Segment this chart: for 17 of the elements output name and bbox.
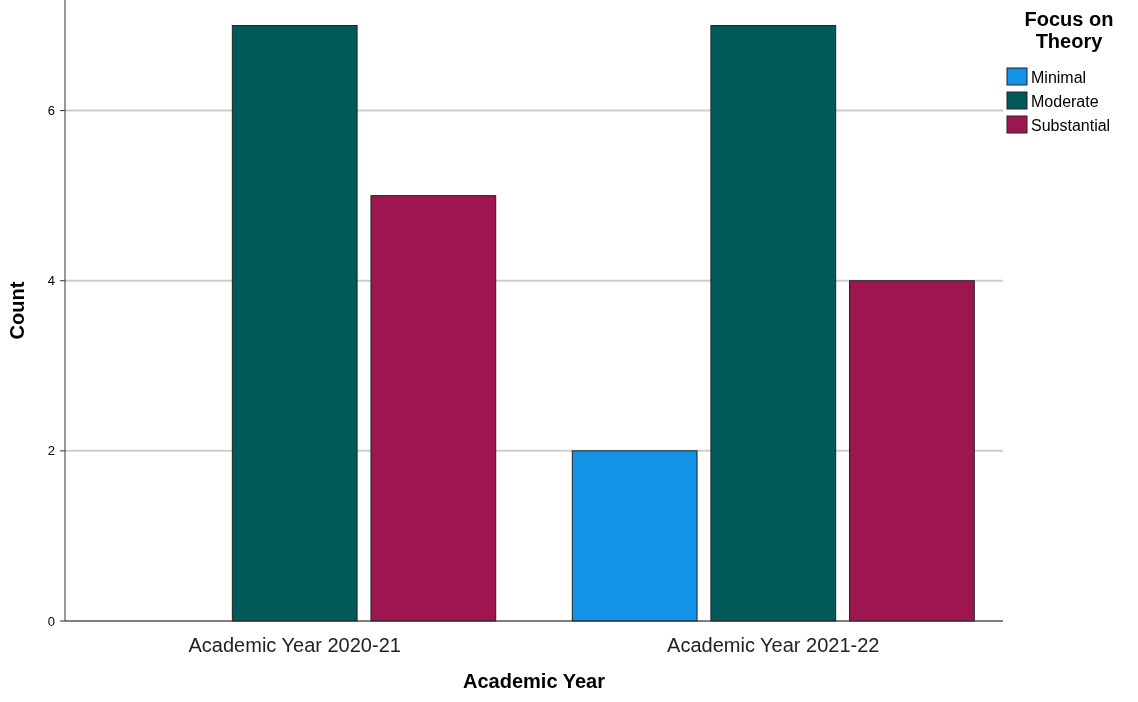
y-axis-title: Count (6, 281, 28, 340)
x-tick-label: Academic Year 2020-21 (188, 634, 401, 656)
bar (571, 450, 698, 622)
bar (231, 25, 358, 622)
y-tick-label: 0 (47, 613, 55, 629)
bar (710, 25, 837, 622)
y-tick-label: 6 (47, 103, 55, 119)
legend-title: Focus on Theory (1024, 8, 1114, 52)
x-tick-label: Academic Year 2021-22 (667, 634, 880, 656)
legend-label: Moderate (1031, 92, 1099, 110)
legend-label: Minimal (1031, 68, 1087, 86)
bar (849, 280, 975, 622)
x-axis-title: Academic Year (463, 670, 606, 692)
legend-label: Substantial (1031, 116, 1111, 134)
y-tick-label: 2 (47, 443, 55, 459)
bar (370, 195, 497, 622)
y-tick-label: 4 (47, 273, 55, 289)
